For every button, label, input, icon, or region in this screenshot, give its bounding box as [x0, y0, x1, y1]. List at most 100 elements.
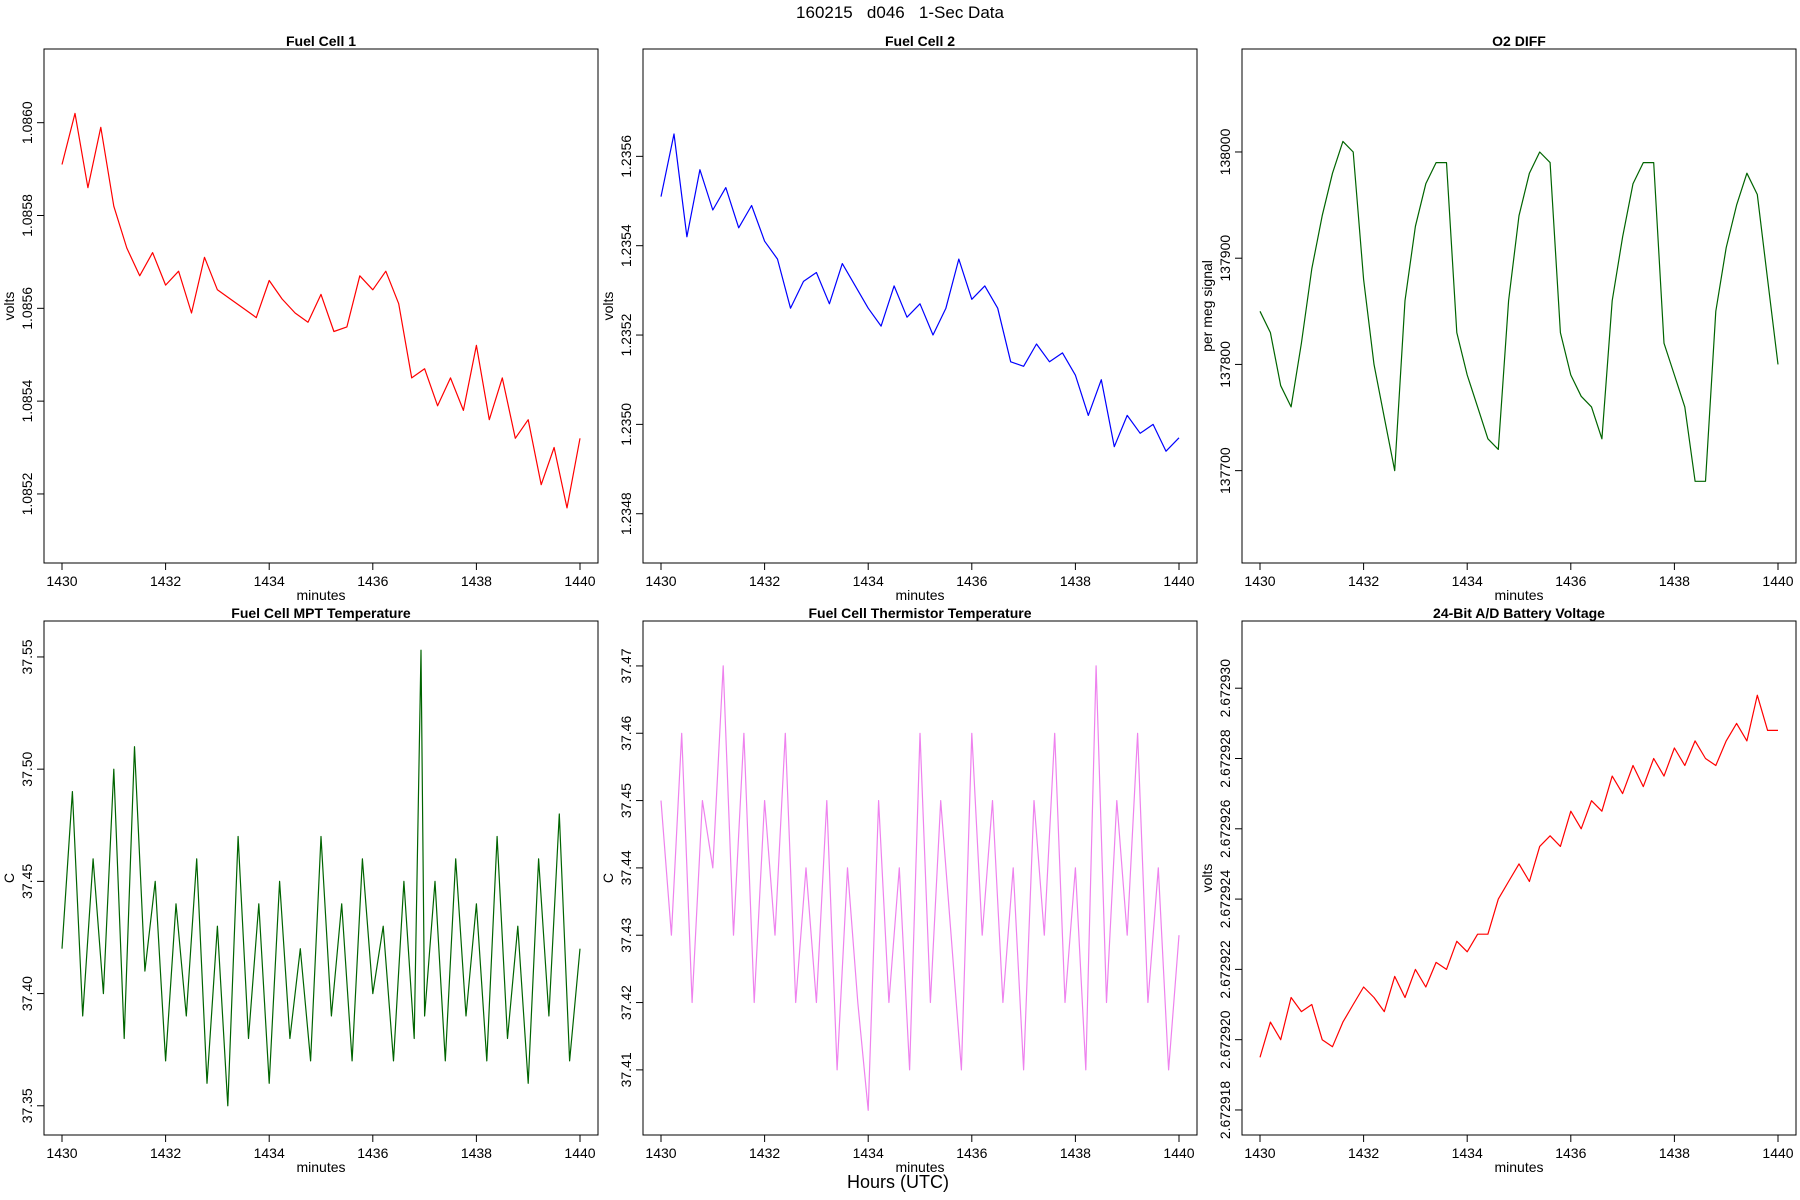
mpt-temperature-y-axis: 37.35 37.40 37.45 37.50 37.55	[19, 639, 45, 1123]
mpt-temperature-y-tick-label: 37.40	[19, 976, 35, 1011]
fuel-cell-1-plot-frame	[43, 48, 599, 564]
fuel-cell-1-y-tick-label: 1.0858	[19, 194, 35, 237]
fuel-cell-1-x-tick-label: 1430	[46, 573, 77, 589]
battery-voltage-y-tick-label: 2.672930	[1217, 659, 1233, 718]
fuel-cell-1-y-tick-label: 1.0860	[19, 101, 35, 144]
o2-diff-x-tick-label: 1438	[1659, 573, 1690, 589]
thermistor-temperature-y-tick-label: 37.47	[618, 648, 634, 683]
o2-diff-y-tick-label: 137800	[1217, 341, 1233, 388]
battery-voltage-y-axis-label: volts	[1199, 864, 1215, 893]
o2-diff-y-tick-label: 138000	[1217, 128, 1233, 175]
fuel-cell-2-y-axis-label: volts	[600, 292, 616, 321]
thermistor-temperature-x-tick-label: 1438	[1060, 1145, 1091, 1161]
fuel-cell-1-x-tick-label: 1434	[254, 573, 285, 589]
o2-diff-x-tick-label: 1434	[1452, 573, 1483, 589]
fuel-cell-1-y-axis: 1.0852 1.0854 1.0856 1.0858 1.0860	[19, 101, 45, 515]
o2-diff-x-tick-label: 1432	[1348, 573, 1379, 589]
thermistor-temperature-x-axis: 1430 1432 1434 1436 1438 1440	[645, 1134, 1195, 1161]
figure-title: 160215 d046 1-Sec Data	[796, 3, 1004, 22]
fuel-cell-2-y-tick-label: 1.2352	[618, 313, 634, 356]
o2-diff-y-tick-label: 137700	[1217, 447, 1233, 494]
mpt-temperature-y-tick-label: 37.45	[19, 864, 35, 899]
o2-diff-y-axis-label: per meg signal	[1199, 260, 1215, 352]
o2-diff-x-axis-label: minutes	[1494, 587, 1543, 603]
thermistor-temperature-x-axis-label: minutes	[895, 1159, 944, 1175]
battery-voltage-y-axis: 2.672918 2.672920 2.672922 2.672924 2.672926…	[1217, 659, 1243, 1140]
battery-voltage-y-tick-label: 2.672922	[1217, 940, 1233, 999]
mpt-temperature-y-tick-label: 37.55	[19, 639, 35, 674]
fuel-cell-1-y-tick-label: 1.0856	[19, 287, 35, 330]
battery-voltage-x-tick-label: 1430	[1244, 1145, 1275, 1161]
battery-voltage-x-tick-label: 1438	[1659, 1145, 1690, 1161]
thermistor-temperature-x-tick-label: 1436	[956, 1145, 987, 1161]
o2-diff-x-tick-label: 1430	[1244, 573, 1275, 589]
fuel-cell-2-plot-frame	[642, 48, 1198, 564]
fuel-cell-1-y-axis-label: volts	[1, 292, 17, 321]
thermistor-temperature-y-axis: 37.41 37.42 37.43 37.44 37.45 37.46 37.47	[618, 648, 644, 1087]
o2-diff-series-line	[1259, 140, 1779, 482]
thermistor-temperature-y-tick-label: 37.44	[618, 850, 634, 885]
fuel-cell-2-y-tick-label: 1.2354	[618, 224, 634, 267]
o2-diff-title: O2 DIFF	[1492, 33, 1546, 49]
mpt-temperature-x-tick-label: 1432	[150, 1145, 181, 1161]
thermistor-temperature-series-line	[660, 665, 1180, 1111]
o2-diff-x-tick-label: 1436	[1555, 573, 1586, 589]
thermistor-temperature-x-tick-label: 1434	[853, 1145, 884, 1161]
thermistor-temperature-y-tick-label: 37.46	[618, 716, 634, 751]
panel-thermistor-temperature: Fuel Cell Thermistor Temperature 1430 1432…	[600, 605, 1198, 1175]
fuel-cell-1-series-line	[61, 112, 581, 509]
fuel-cell-1-x-axis-label: minutes	[296, 587, 345, 603]
fuel-cell-1-x-tick-label: 1432	[150, 573, 181, 589]
battery-voltage-series-line	[1259, 694, 1778, 1058]
fuel-cell-2-y-tick-label: 1.2348	[618, 492, 634, 535]
fuel-cell-1-x-axis: 1430 1432 1434 1436 1438 1440	[46, 562, 596, 589]
mpt-temperature-x-tick-label: 1434	[254, 1145, 285, 1161]
fuel-cell-2-x-tick-label: 1436	[956, 573, 987, 589]
fuel-cell-2-title: Fuel Cell 2	[885, 33, 955, 49]
fuel-cell-2-x-tick-label: 1430	[645, 573, 676, 589]
panel-battery-voltage: 24-Bit A/D Battery Voltage 1430 1432 1434 14…	[1199, 605, 1797, 1175]
fuel-cell-1-y-tick-label: 1.0854	[19, 380, 35, 423]
battery-voltage-x-axis: 1430 1432 1434 1436 1438 1440	[1244, 1134, 1794, 1161]
fuel-cell-1-x-tick-label: 1440	[564, 573, 595, 589]
battery-voltage-x-tick-label: 1432	[1348, 1145, 1379, 1161]
mpt-temperature-x-axis: 1430 1432 1434 1436 1438 1440	[46, 1134, 596, 1161]
panel-mpt-temperature: Fuel Cell MPT Temperature 1430 1432 1434 143…	[1, 605, 599, 1175]
panel-fuel-cell-2: Fuel Cell 2 1430 1432 1434 1436 1438 1440 minut…	[600, 33, 1198, 603]
mpt-temperature-plot-frame	[43, 620, 599, 1136]
mpt-temperature-title: Fuel Cell MPT Temperature	[231, 605, 411, 621]
thermistor-temperature-y-tick-label: 37.41	[618, 1052, 634, 1087]
battery-voltage-y-tick-label: 2.672920	[1217, 1010, 1233, 1069]
fuel-cell-2-x-axis: 1430 1432 1434 1436 1438 1440	[645, 562, 1195, 589]
chart-panels: Fuel Cell 1 1430 1432 1434 1436 1438 1440 minut…	[1, 33, 1797, 1175]
fuel-cell-2-x-axis-label: minutes	[895, 587, 944, 603]
fuel-cell-2-x-tick-label: 1440	[1163, 573, 1194, 589]
mpt-temperature-x-tick-label: 1440	[564, 1145, 595, 1161]
battery-voltage-y-tick-label: 2.672924	[1217, 870, 1233, 929]
fuel-cell-2-y-tick-label: 1.2350	[618, 403, 634, 446]
battery-voltage-plot-frame	[1241, 620, 1797, 1136]
battery-voltage-x-tick-label: 1434	[1452, 1145, 1483, 1161]
fuel-cell-1-x-tick-label: 1438	[461, 573, 492, 589]
o2-diff-y-tick-label: 137900	[1217, 235, 1233, 282]
fuel-cell-2-y-tick-label: 1.2356	[618, 135, 634, 178]
battery-voltage-title: 24-Bit A/D Battery Voltage	[1433, 605, 1605, 621]
thermistor-temperature-y-axis-label: C	[600, 873, 616, 883]
thermistor-temperature-y-tick-label: 37.42	[618, 985, 634, 1020]
thermistor-temperature-y-tick-label: 37.43	[618, 918, 634, 953]
battery-voltage-y-tick-label: 2.672918	[1217, 1081, 1233, 1140]
mpt-temperature-y-axis-label: C	[1, 873, 17, 883]
fuel-cell-2-y-axis: 1.2348 1.2350 1.2352 1.2354 1.2356	[618, 135, 644, 535]
mpt-temperature-y-tick-label: 37.35	[19, 1088, 35, 1123]
battery-voltage-y-tick-label: 2.672926	[1217, 799, 1233, 858]
mpt-temperature-x-tick-label: 1438	[461, 1145, 492, 1161]
mpt-temperature-x-tick-label: 1430	[46, 1145, 77, 1161]
fuel-cell-2-x-tick-label: 1432	[749, 573, 780, 589]
battery-voltage-y-tick-label: 2.672928	[1217, 729, 1233, 788]
thermistor-temperature-plot-frame	[642, 620, 1198, 1136]
mpt-temperature-series-line	[61, 649, 581, 1107]
fuel-cell-2-x-tick-label: 1438	[1060, 573, 1091, 589]
mpt-temperature-x-axis-label: minutes	[296, 1159, 345, 1175]
battery-voltage-x-tick-label: 1440	[1762, 1145, 1793, 1161]
